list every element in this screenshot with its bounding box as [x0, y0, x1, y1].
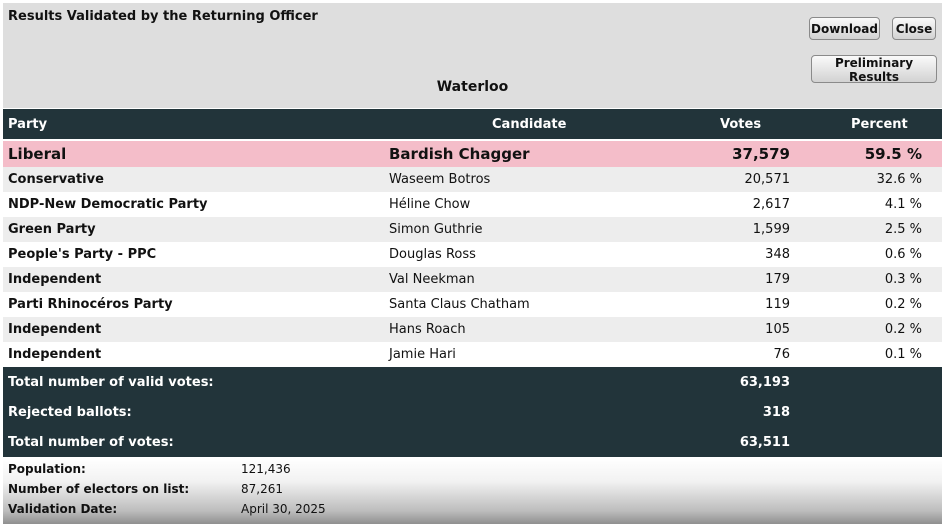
results-header: Results Validated by the Returning Offic…: [3, 3, 942, 108]
totals-value: 63,511: [739, 435, 790, 450]
percent-cell: 0.2 %: [884, 297, 922, 312]
totals-value: 63,193: [739, 375, 790, 390]
column-header-candidate: Candidate: [492, 117, 567, 132]
votes-cell: 2,617: [752, 197, 790, 212]
party-cell: Independent: [8, 272, 102, 287]
party-cell: People's Party - PPC: [8, 247, 157, 262]
percent-cell: 0.2 %: [884, 322, 922, 337]
results-table: Liberal Bardish Chagger 37,579 59.5 % Co…: [3, 141, 942, 367]
votes-cell: 119: [765, 297, 790, 312]
riding-info: Population: 121,436 Number of electors o…: [3, 458, 942, 524]
column-header-votes: Votes: [720, 117, 762, 132]
candidate-cell: Héline Chow: [389, 197, 471, 212]
column-header-percent: Percent: [851, 117, 908, 132]
table-row: Conservative Waseem Botros 20,571 32.6 %: [3, 167, 942, 192]
info-value: April 30, 2025: [241, 502, 326, 516]
candidate-cell: Douglas Ross: [389, 247, 476, 262]
percent-cell: 0.6 %: [884, 247, 922, 262]
party-cell: NDP-New Democratic Party: [8, 197, 208, 212]
info-label: Number of electors on list:: [8, 482, 190, 496]
table-header: Party Candidate Votes Percent: [3, 109, 942, 139]
candidate-cell: Santa Claus Chatham: [389, 297, 530, 312]
party-cell: Independent: [8, 347, 102, 362]
percent-cell: 0.1 %: [884, 347, 922, 362]
candidate-cell: Waseem Botros: [389, 172, 491, 187]
close-button[interactable]: Close: [892, 17, 936, 40]
table-row: NDP-New Democratic Party Héline Chow 2,6…: [3, 192, 942, 217]
preliminary-results-button[interactable]: Preliminary Results: [811, 55, 937, 84]
table-row: People's Party - PPC Douglas Ross 348 0.…: [3, 242, 942, 267]
percent-cell: 0.3 %: [884, 272, 922, 287]
info-label: Validation Date:: [8, 502, 118, 516]
candidate-cell: Jamie Hari: [389, 347, 456, 362]
totals-row-valid-votes: Total number of valid votes: 63,193: [3, 367, 942, 397]
percent-cell: 4.1 %: [884, 197, 922, 212]
info-label: Population:: [8, 462, 86, 476]
totals-row-total-votes: Total number of votes: 63,511: [3, 427, 942, 457]
votes-cell: 179: [765, 272, 790, 287]
party-cell: Conservative: [8, 172, 104, 187]
table-row: Independent Jamie Hari 76 0.1 %: [3, 342, 942, 367]
totals-value: 318: [762, 405, 790, 420]
table-row: Green Party Simon Guthrie 1,599 2.5 %: [3, 217, 942, 242]
candidate-cell: Hans Roach: [389, 322, 466, 337]
party-cell: Green Party: [8, 222, 96, 237]
votes-cell: 76: [773, 347, 790, 362]
table-row: Parti Rhinocéros Party Santa Claus Chath…: [3, 292, 942, 317]
info-value: 121,436: [241, 462, 291, 476]
votes-cell: 20,571: [744, 172, 791, 187]
table-row-winner: Liberal Bardish Chagger 37,579 59.5 %: [3, 141, 942, 167]
party-cell: Independent: [8, 322, 102, 337]
percent-cell: 2.5 %: [884, 222, 922, 237]
download-button[interactable]: Download: [809, 17, 880, 40]
info-value: 87,261: [241, 482, 283, 496]
totals-label: Total number of valid votes:: [8, 375, 214, 390]
party-cell: Parti Rhinocéros Party: [8, 297, 173, 312]
riding-name: Waterloo: [436, 79, 509, 95]
page-title: Results Validated by the Returning Offic…: [8, 9, 318, 24]
totals-section: Total number of valid votes: 63,193 Reje…: [3, 367, 942, 457]
totals-row-rejected-ballots: Rejected ballots: 318: [3, 397, 942, 427]
totals-label: Total number of votes:: [8, 435, 174, 450]
percent-cell: 59.5 %: [864, 145, 922, 163]
votes-cell: 1,599: [752, 222, 790, 237]
candidate-cell: Bardish Chagger: [389, 145, 530, 163]
votes-cell: 37,579: [732, 145, 790, 163]
table-row: Independent Hans Roach 105 0.2 %: [3, 317, 942, 342]
column-header-party: Party: [8, 117, 48, 132]
percent-cell: 32.6 %: [876, 172, 922, 187]
votes-cell: 105: [765, 322, 790, 337]
table-row: Independent Val Neekman 179 0.3 %: [3, 267, 942, 292]
candidate-cell: Simon Guthrie: [389, 222, 483, 237]
party-cell: Liberal: [8, 145, 67, 163]
candidate-cell: Val Neekman: [389, 272, 475, 287]
votes-cell: 348: [765, 247, 790, 262]
totals-label: Rejected ballots:: [8, 405, 132, 420]
